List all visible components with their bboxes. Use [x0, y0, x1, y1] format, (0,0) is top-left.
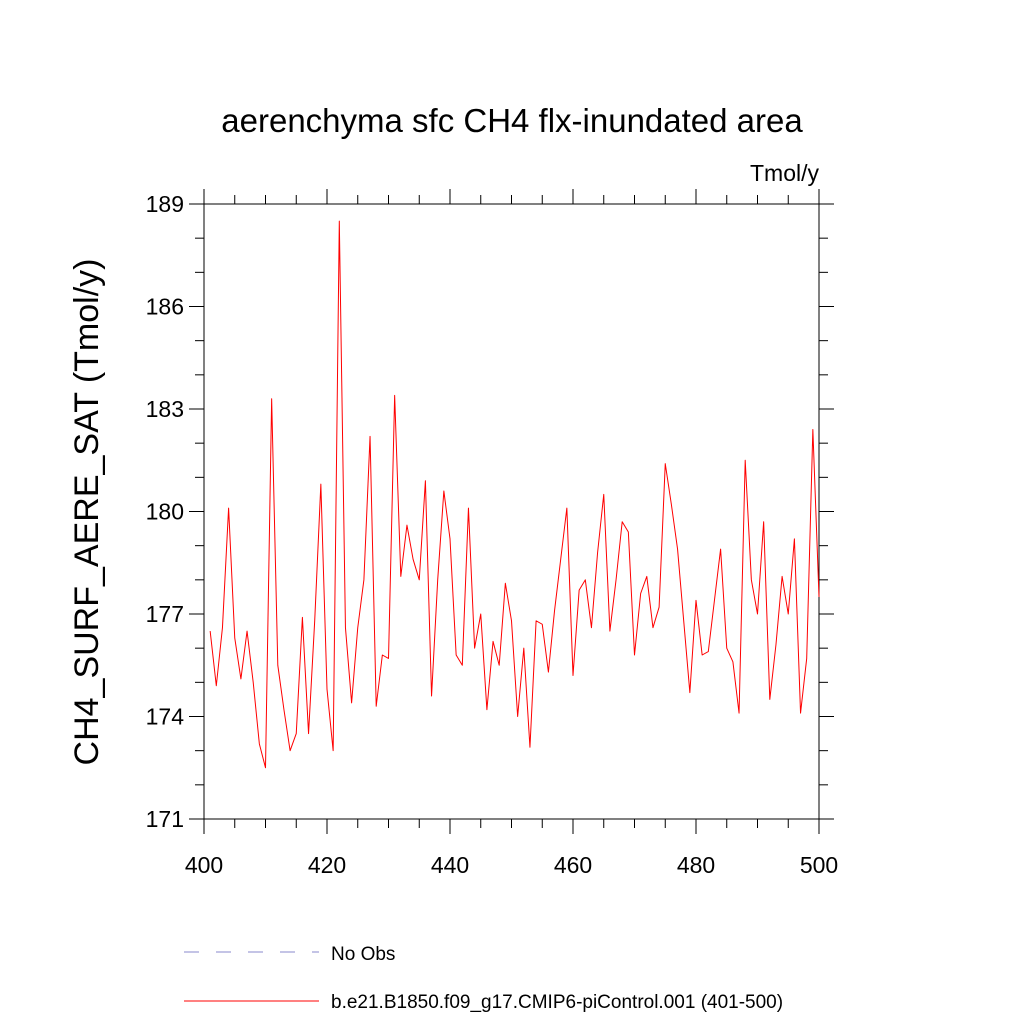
chart-title: aerenchyma sfc CH4 flx-inundated area — [221, 102, 803, 139]
series-line — [209, 220, 820, 769]
plot-area: 171 174 177 180 183 186 189 400 420 440 460 480 500 — [146, 189, 838, 878]
legend-series-label: b.e21.B1850.f09_g17.CMIP6-piControl.001 … — [331, 992, 783, 1013]
legend-no-obs-label: No Obs — [331, 944, 395, 965]
y-tick-label: 180 — [146, 499, 184, 525]
y-tick-label: 174 — [146, 704, 185, 730]
y-axis: 171 174 177 180 183 186 189 — [146, 191, 834, 832]
y-tick-label: 183 — [146, 396, 184, 422]
x-tick-label: 500 — [800, 852, 838, 878]
x-tick-label: 440 — [431, 852, 469, 878]
y-tick-label: 189 — [146, 191, 184, 217]
x-tick-label: 480 — [677, 852, 715, 878]
y-tick-label: 171 — [146, 806, 184, 832]
legend: No Obs b.e21.B1850.f09_g17.CMIP6-piContr… — [184, 944, 783, 1013]
x-tick-label: 460 — [554, 852, 592, 878]
x-axis: 400 420 440 460 480 500 — [185, 189, 838, 878]
units-label: Tmol/y — [750, 160, 820, 186]
y-axis-label: CH4_SURF_AERE_SAT (Tmol/y) — [68, 259, 106, 766]
x-tick-label: 420 — [308, 852, 346, 878]
y-tick-label: 186 — [146, 294, 184, 320]
y-tick-label: 177 — [146, 601, 184, 627]
series-layer — [209, 220, 820, 769]
x-tick-label: 400 — [185, 852, 223, 878]
